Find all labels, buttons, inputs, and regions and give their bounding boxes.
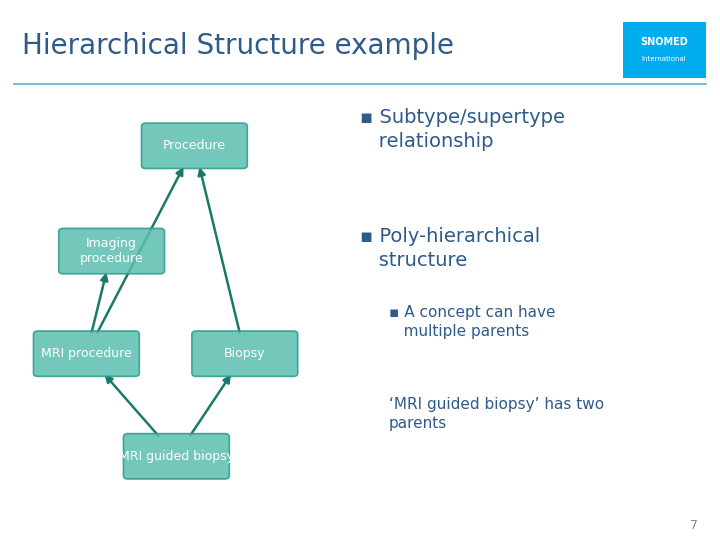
FancyBboxPatch shape (33, 331, 140, 376)
Text: Imaging
procedure: Imaging procedure (80, 237, 143, 265)
Text: MRI procedure: MRI procedure (41, 347, 132, 360)
Text: ▪ Poly-hierarchical
   structure: ▪ Poly-hierarchical structure (360, 227, 540, 270)
FancyBboxPatch shape (124, 434, 229, 479)
FancyBboxPatch shape (623, 22, 706, 78)
FancyBboxPatch shape (192, 331, 298, 376)
Text: ▪ Subtype∕supertype
   relationship: ▪ Subtype∕supertype relationship (360, 108, 565, 151)
Text: Hierarchical Structure example: Hierarchical Structure example (22, 32, 454, 60)
Text: ‘MRI guided biopsy’ has two
parents: ‘MRI guided biopsy’ has two parents (389, 397, 604, 431)
Text: Procedure: Procedure (163, 139, 226, 152)
FancyBboxPatch shape (58, 228, 165, 274)
FancyBboxPatch shape (142, 123, 248, 168)
Text: SNOMED: SNOMED (640, 37, 688, 47)
Text: 7: 7 (690, 519, 698, 532)
Text: ▪ A concept can have
   multiple parents: ▪ A concept can have multiple parents (389, 305, 555, 339)
Text: Biopsy: Biopsy (224, 347, 266, 360)
Text: MRI guided biopsy: MRI guided biopsy (119, 450, 234, 463)
Text: International: International (642, 56, 687, 63)
